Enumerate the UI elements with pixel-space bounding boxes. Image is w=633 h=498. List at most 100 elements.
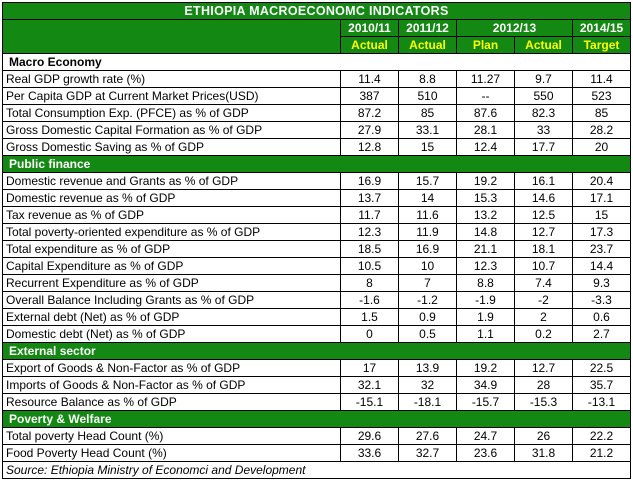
cell-value: 32.1 xyxy=(340,376,399,394)
cell-value: 523 xyxy=(571,87,632,105)
cell-value: 33.1 xyxy=(398,121,457,139)
subheader-cell: Plan xyxy=(456,36,515,54)
cell-value: -1.9 xyxy=(456,291,515,309)
cell-value: 7.4 xyxy=(514,274,573,292)
cell-value: 21.1 xyxy=(456,240,515,258)
cell-value: 28 xyxy=(514,376,573,394)
cell-value: 85 xyxy=(398,104,457,122)
row-label: Total Consumption Exp. (PFCE) as % of GD… xyxy=(2,104,341,122)
row-label: Domestic revenue and Grants as % of GDP xyxy=(2,172,341,190)
cell-value: 12.7 xyxy=(514,223,573,241)
cell-value: 16.1 xyxy=(514,172,573,190)
cell-value: 387 xyxy=(340,87,399,105)
row-label: Total poverty-oriented expenditure as % … xyxy=(2,223,341,241)
cell-value: 12.4 xyxy=(456,138,515,156)
cell-value: 11.9 xyxy=(398,223,457,241)
row-label: Domestic debt (Net) as % of GDP xyxy=(2,325,341,343)
table-row: Capital Expenditure as % of GDP 10.5 10 12.… xyxy=(2,257,632,275)
cell-value: 2 xyxy=(514,308,573,326)
cell-value: 8 xyxy=(340,274,399,292)
section-title: Poverty & Welfare xyxy=(1,410,632,428)
cell-value: 87.2 xyxy=(340,104,399,122)
cell-value: 19.2 xyxy=(456,172,515,190)
cell-value: -2 xyxy=(514,291,573,309)
page: ETHIOPIA MACROECONOMC INDICATORS 2010/11… xyxy=(1,2,632,479)
cell-value: 0.6 xyxy=(571,308,632,326)
subheader-row: Actual Actual Plan Actual Target xyxy=(3,36,632,54)
cell-value: 10.5 xyxy=(340,257,399,275)
macro-indicators-table: ETHIOPIA MACROECONOMC INDICATORS 2010/11… xyxy=(1,2,632,479)
cell-value: 11.4 xyxy=(340,70,399,88)
cell-value: 14 xyxy=(398,189,457,207)
section-title: External sector xyxy=(1,342,632,360)
table-row: Food Poverty Head Count (%) 33.6 32.7 23.6 3… xyxy=(2,444,632,462)
row-label: Domestic revenue as % of GDP xyxy=(2,189,341,207)
table-row: External debt (Net) as % of GDP 1.5 0.9 1.9… xyxy=(2,308,632,326)
table-row: Imports of Goods & Non-Factor as % of GD… xyxy=(2,376,632,394)
cell-value: 13.9 xyxy=(398,359,457,377)
cell-value: 22.5 xyxy=(571,359,632,377)
cell-value: 22.2 xyxy=(571,427,632,445)
cell-value: 20.4 xyxy=(571,172,632,190)
cell-value: 12.7 xyxy=(514,359,573,377)
table-row: Export of Goods & Non-Factor as % of GDP… xyxy=(2,359,632,377)
row-label: Food Poverty Head Count (%) xyxy=(2,444,341,462)
row-label: Gross Domestic Capital Formation as % of… xyxy=(2,121,341,139)
cell-value: 10 xyxy=(398,257,457,275)
cell-value: 11.27 xyxy=(456,70,515,88)
cell-value: 27.9 xyxy=(340,121,399,139)
cell-value: 85 xyxy=(571,104,632,122)
cell-value: 87.6 xyxy=(456,104,515,122)
table-row: Total Consumption Exp. (PFCE) as % of GD… xyxy=(2,104,632,122)
table-row: Tax revenue as % of GDP 11.7 11.6 13.2 12.5 1… xyxy=(2,206,632,224)
cell-value: -18.1 xyxy=(398,393,457,411)
cell-value: 15.7 xyxy=(398,172,457,190)
cell-value: 14.4 xyxy=(571,257,632,275)
cell-value: 12.8 xyxy=(340,138,399,156)
cell-value: 23.6 xyxy=(456,444,515,462)
cell-value: 12.3 xyxy=(340,223,399,241)
table-title-row: ETHIOPIA MACROECONOMC INDICATORS xyxy=(1,2,632,20)
cell-value: 0 xyxy=(340,325,399,343)
row-label: Capital Expenditure as % of GDP xyxy=(2,257,341,275)
table-row: Domestic revenue and Grants as % of GDP 1… xyxy=(2,172,632,190)
header-corner-cell xyxy=(2,19,341,54)
cell-value: 0.2 xyxy=(514,325,573,343)
cell-value: 26 xyxy=(514,427,573,445)
cell-value: -1.2 xyxy=(398,291,457,309)
cell-value: 1.1 xyxy=(456,325,515,343)
row-label: Gross Domestic Saving as % of GDP xyxy=(2,138,341,156)
cell-value: 19.2 xyxy=(456,359,515,377)
cell-value: 13.7 xyxy=(340,189,399,207)
row-label: Export of Goods & Non-Factor as % of GDP xyxy=(2,359,341,377)
cell-value: 510 xyxy=(398,87,457,105)
cell-value: -15.1 xyxy=(340,393,399,411)
cell-value: 23.7 xyxy=(571,240,632,258)
table-row: Total expenditure as % of GDP 18.5 16.9 21.… xyxy=(2,240,632,258)
year-header: 2014/15 xyxy=(571,19,632,37)
year-header: 2012/13 xyxy=(456,19,573,37)
source-note: Source: Ethiopia Ministry of Economci an… xyxy=(1,461,632,479)
cell-value: 17.3 xyxy=(571,223,632,241)
cell-value: 18.5 xyxy=(340,240,399,258)
cell-value: 24.7 xyxy=(456,427,515,445)
subheader-cell: Actual xyxy=(514,36,573,54)
cell-value: 8.8 xyxy=(398,70,457,88)
cell-value: 17.1 xyxy=(571,189,632,207)
cell-value: 11.7 xyxy=(340,206,399,224)
cell-value: 28.1 xyxy=(456,121,515,139)
cell-value: 16.9 xyxy=(340,172,399,190)
table-row: Per Capita GDP at Current Market Prices(… xyxy=(2,87,632,105)
cell-value: 1.5 xyxy=(340,308,399,326)
table-row: Gross Domestic Capital Formation as % of… xyxy=(2,121,632,139)
row-label: Overall Balance Including Grants as % of… xyxy=(2,291,341,309)
year-header: 2011/12 xyxy=(398,19,457,37)
cell-value: 7 xyxy=(398,274,457,292)
cell-value: 16.9 xyxy=(398,240,457,258)
cell-value: 13.2 xyxy=(456,206,515,224)
cell-value: 10.7 xyxy=(514,257,573,275)
cell-value: 18.1 xyxy=(514,240,573,258)
cell-value: 11.4 xyxy=(571,70,632,88)
cell-value: 9.7 xyxy=(514,70,573,88)
table-row: Overall Balance Including Grants as % of… xyxy=(2,291,632,309)
